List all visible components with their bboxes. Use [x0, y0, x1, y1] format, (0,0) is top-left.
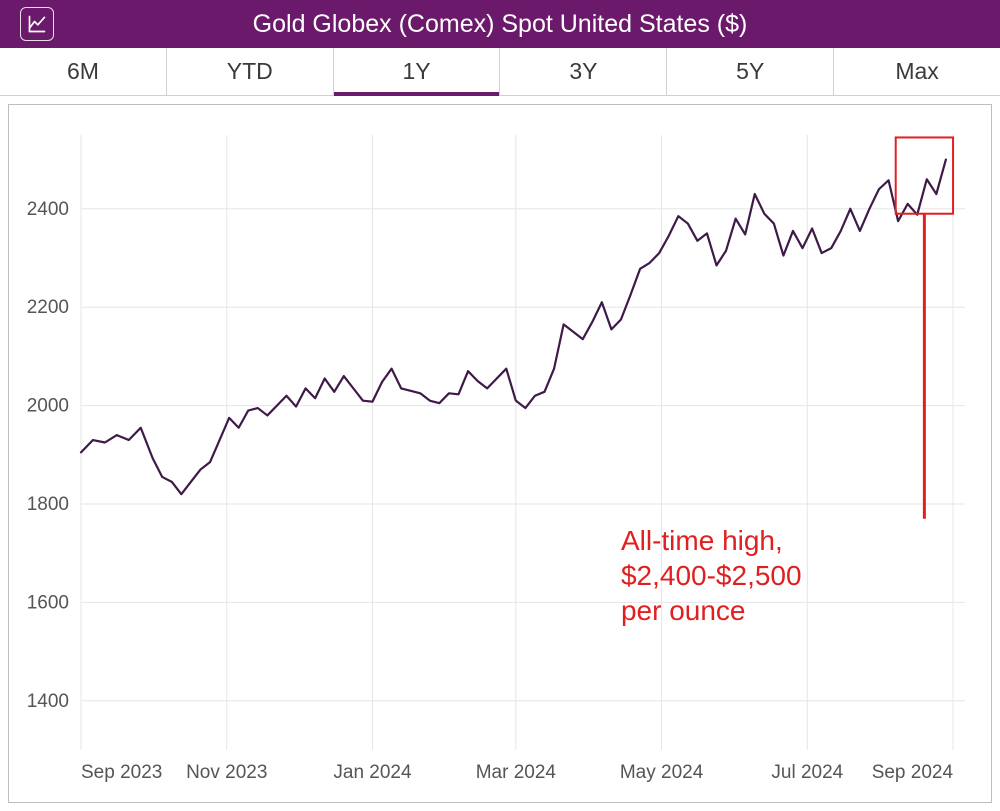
timeframe-tabs: 6M YTD 1Y 3Y 5Y Max	[0, 48, 1000, 96]
x-tick-label: Nov 2023	[186, 762, 267, 783]
y-tick-label: 2400	[27, 199, 69, 220]
annotation-box	[896, 137, 953, 213]
x-tick-label: Sep 2023	[81, 762, 162, 783]
x-tick-label: May 2024	[620, 762, 704, 783]
tab-ytd[interactable]: YTD	[167, 48, 334, 95]
tab-label: 1Y	[403, 58, 431, 85]
price-line	[81, 160, 946, 495]
y-tick-label: 1600	[27, 592, 69, 613]
tab-6m[interactable]: 6M	[0, 48, 167, 95]
y-tick-label: 2000	[27, 396, 69, 417]
tab-max[interactable]: Max	[834, 48, 1000, 95]
chart-widget: Gold Globex (Comex) Spot United States (…	[0, 0, 1000, 811]
tab-label: Max	[895, 58, 938, 85]
tab-label: 6M	[67, 58, 99, 85]
line-chart-icon[interactable]	[20, 7, 54, 41]
chart-title: Gold Globex (Comex) Spot United States (…	[0, 10, 1000, 39]
tab-3y[interactable]: 3Y	[500, 48, 667, 95]
y-tick-label: 1400	[27, 691, 69, 712]
price-chart-svg: 1400 1600 1800 2000 2200 2400 Sep 2023 Nov 2023…	[9, 105, 991, 802]
tab-5y[interactable]: 5Y	[667, 48, 834, 95]
annotation-text: All-time high, $2,400-$2,500 per ounce	[621, 523, 802, 628]
y-tick-label: 2200	[27, 297, 69, 318]
x-tick-label: Mar 2024	[476, 762, 557, 783]
tab-label: 3Y	[569, 58, 597, 85]
tab-label: YTD	[227, 58, 273, 85]
y-tick-label: 1800	[27, 494, 69, 515]
x-tick-label: Sep 2024	[872, 762, 954, 783]
chart-area: 1400 1600 1800 2000 2200 2400 Sep 2023 Nov 2023…	[8, 104, 992, 803]
x-tick-label: Jan 2024	[333, 762, 412, 783]
x-tick-label: Jul 2024	[771, 762, 843, 783]
widget-header: Gold Globex (Comex) Spot United States (…	[0, 0, 1000, 48]
tab-1y[interactable]: 1Y	[334, 48, 501, 95]
tab-label: 5Y	[736, 58, 764, 85]
